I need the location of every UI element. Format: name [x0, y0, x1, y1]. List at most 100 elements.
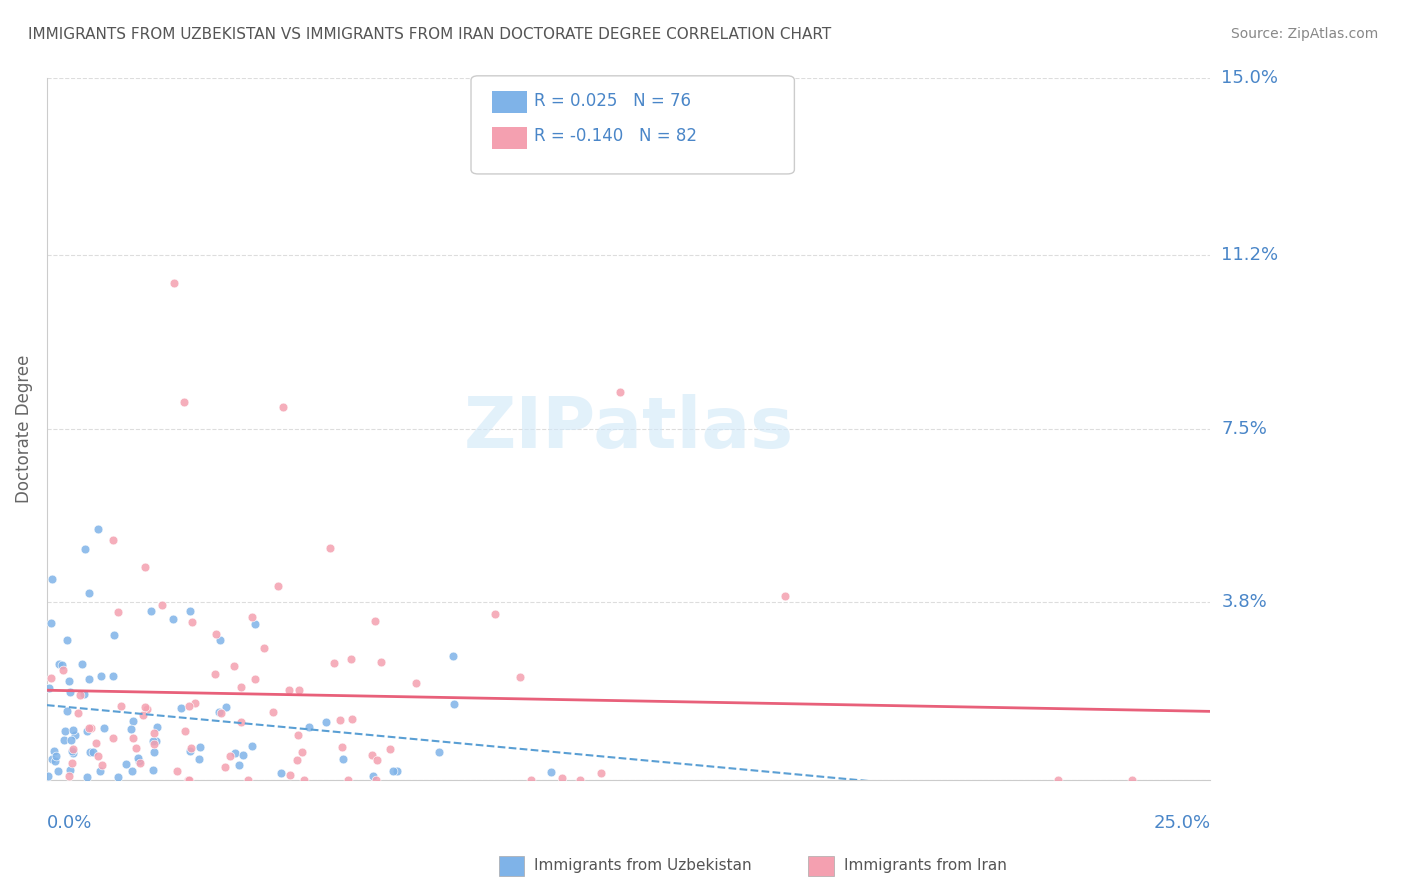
Point: [122, 731, 145, 745]
Point: [52, 663, 75, 677]
Point: [82, 745, 104, 759]
Point: [267, 579, 290, 593]
Point: [53, 733, 76, 747]
Y-axis label: Doctorate Degree: Doctorate Degree: [15, 354, 32, 503]
Point: [103, 731, 125, 745]
Point: [204, 627, 226, 641]
Point: [103, 628, 125, 642]
Point: [60, 756, 83, 771]
Point: [332, 739, 354, 754]
Point: [180, 741, 202, 756]
Point: [62, 723, 84, 738]
Point: [298, 720, 321, 734]
Point: [77, 672, 100, 686]
Text: Source: ZipAtlas.com: Source: ZipAtlas.com: [1230, 27, 1378, 41]
Point: [228, 758, 250, 772]
Point: [224, 746, 246, 760]
Point: [179, 744, 201, 758]
Point: [131, 708, 153, 723]
Point: [79, 721, 101, 735]
Point: [143, 725, 166, 739]
Text: 25.0%: 25.0%: [1153, 814, 1211, 832]
Text: Immigrants from Iran: Immigrants from Iran: [844, 858, 1007, 872]
Point: [179, 603, 201, 617]
Point: [361, 769, 384, 783]
Text: Immigrants from Uzbekistan: Immigrants from Uzbekistan: [534, 858, 752, 872]
Point: [39, 671, 62, 685]
Point: [174, 723, 197, 738]
Point: [364, 614, 387, 628]
Point: [44, 755, 66, 769]
Point: [319, 541, 342, 556]
Point: [70, 657, 93, 671]
Point: [277, 683, 299, 698]
Point: [291, 745, 314, 759]
Point: [91, 758, 114, 772]
Point: [166, 764, 188, 778]
Point: [67, 706, 90, 720]
Point: [294, 772, 316, 787]
Point: [187, 752, 209, 766]
Text: R = 0.025   N = 76: R = 0.025 N = 76: [534, 92, 692, 110]
Point: [84, 736, 107, 750]
Point: [87, 749, 110, 764]
Point: [569, 772, 592, 787]
Point: [329, 713, 352, 727]
Point: [58, 673, 80, 688]
Point: [509, 670, 531, 684]
Point: [240, 610, 263, 624]
Point: [209, 632, 232, 647]
Point: [39, 615, 62, 630]
Point: [59, 733, 82, 747]
Point: [183, 696, 205, 710]
Point: [315, 715, 337, 730]
Point: [427, 745, 450, 759]
Point: [120, 722, 142, 736]
Point: [215, 699, 238, 714]
Point: [243, 672, 266, 686]
Text: 15.0%: 15.0%: [1222, 69, 1278, 87]
Point: [381, 764, 404, 778]
Point: [224, 659, 246, 673]
Point: [775, 589, 797, 603]
Point: [591, 766, 613, 780]
Point: [127, 751, 149, 765]
Point: [55, 704, 77, 718]
Point: [551, 771, 574, 785]
Point: [262, 705, 284, 719]
Point: [170, 701, 193, 715]
Text: 7.5%: 7.5%: [1222, 419, 1267, 438]
Point: [41, 752, 63, 766]
Point: [609, 384, 631, 399]
Point: [176, 772, 198, 787]
Point: [125, 741, 148, 756]
Point: [443, 698, 465, 712]
Point: [323, 656, 346, 670]
Point: [90, 668, 112, 682]
Point: [218, 748, 240, 763]
Point: [540, 764, 562, 779]
Point: [240, 739, 263, 753]
Point: [340, 652, 363, 666]
Point: [37, 769, 59, 783]
Point: [107, 770, 129, 784]
Point: [121, 764, 143, 778]
Point: [142, 733, 165, 747]
Point: [48, 657, 70, 671]
Text: R = -0.140   N = 82: R = -0.140 N = 82: [534, 128, 697, 145]
Point: [110, 698, 132, 713]
Point: [45, 749, 67, 764]
Point: [1121, 772, 1143, 787]
Point: [278, 768, 301, 782]
Point: [134, 560, 156, 574]
Point: [76, 771, 98, 785]
Point: [51, 658, 73, 673]
Point: [484, 607, 506, 621]
Point: [62, 742, 84, 756]
Point: [270, 765, 292, 780]
Point: [62, 746, 84, 760]
Point: [285, 753, 308, 767]
Point: [378, 742, 401, 756]
Text: IMMIGRANTS FROM UZBEKISTAN VS IMMIGRANTS FROM IRAN DOCTORATE DEGREE CORRELATION : IMMIGRANTS FROM UZBEKISTAN VS IMMIGRANTS…: [28, 27, 831, 42]
Point: [520, 772, 543, 787]
